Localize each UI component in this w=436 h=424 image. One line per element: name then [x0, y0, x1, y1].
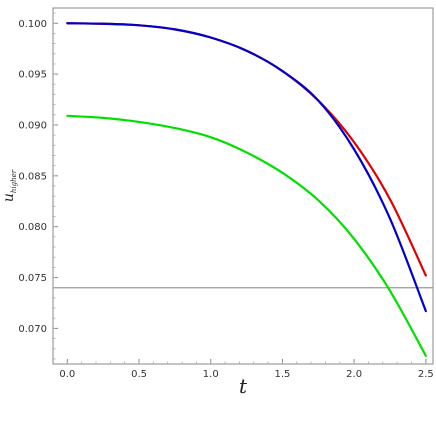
y-tick-label: 0.080	[18, 222, 47, 233]
x-tick-label: 0.5	[131, 369, 147, 380]
y-axis-ticks: 0.070 0.075 0.080 0.085 0.090 0.095 0.100	[18, 12, 58, 360]
y-tick-label: 0.090	[18, 120, 47, 131]
x-tick-label: 2.5	[418, 369, 434, 380]
series-line-3	[66, 114, 427, 357]
y-tick-label: 0.070	[18, 324, 47, 335]
y-tick-label: 0.075	[18, 273, 47, 284]
x-tick-label: 1.5	[274, 369, 290, 380]
y-tick-label: 0.085	[18, 171, 47, 182]
plot-frame	[52, 7, 434, 365]
y-tick-label: 0.095	[18, 70, 47, 81]
x-axis-ticks: 0.0 0.5 1.0 1.5 2.0 2.5	[59, 359, 434, 380]
y-tick-label: 0.100	[18, 19, 47, 30]
x-axis-title: t	[239, 374, 248, 398]
x-tick-label: 2.0	[346, 369, 362, 380]
y-axis-title-subscript: higher	[10, 169, 18, 193]
series-line-1	[66, 22, 427, 277]
series-line-2	[66, 22, 427, 313]
x-tick-label: 1.0	[203, 369, 219, 380]
y-axis-title: uhigher	[1, 169, 18, 202]
series-layer	[66, 22, 427, 357]
x-tick-label: 0.0	[59, 369, 75, 380]
svg-text:uhigher: uhigher	[1, 169, 18, 202]
y-axis-title-main: u	[1, 193, 17, 202]
